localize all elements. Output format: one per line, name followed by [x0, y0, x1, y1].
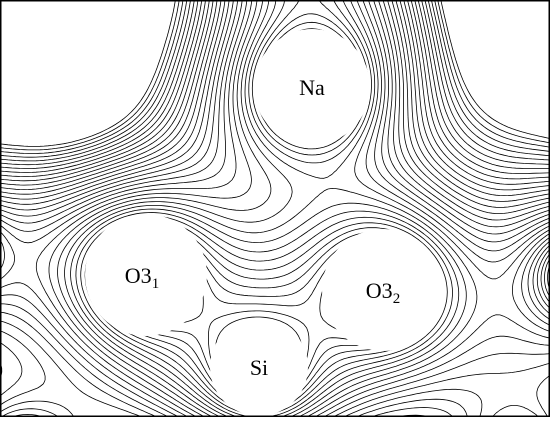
atom-discs: [85, 29, 444, 416]
atom-na: [254, 29, 370, 145]
atom-label-na-text: Na: [299, 75, 325, 100]
atom-o3-2: [322, 229, 444, 351]
atom-label-o3-1: O31: [125, 263, 159, 292]
atom-label-o3-2: O32: [366, 278, 400, 307]
atom-labels: Na O31 O32 Si: [125, 75, 400, 380]
atom-label-si: Si: [250, 355, 268, 380]
atom-label-o3-1-subscript: 1: [152, 276, 160, 292]
atom-label-o3-2-text: O3: [366, 278, 393, 303]
atom-label-o3-1-text: O3: [125, 263, 152, 288]
atom-label-si-text: Si: [250, 355, 268, 380]
atom-label-na: Na: [299, 75, 325, 100]
atom-label-o3-2-subscript: 2: [393, 291, 401, 307]
atom-o3-1: [85, 214, 207, 336]
atom-si: [210, 318, 308, 416]
